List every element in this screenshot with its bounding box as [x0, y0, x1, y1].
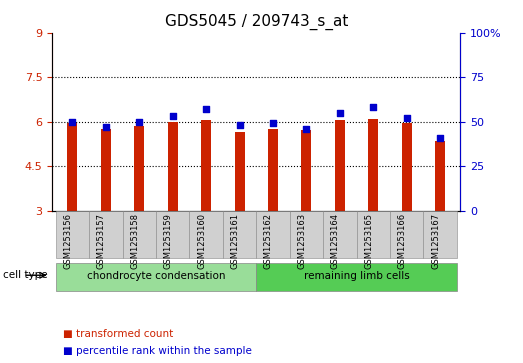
Text: GSM1253165: GSM1253165 — [365, 213, 373, 269]
Text: GSM1253159: GSM1253159 — [164, 213, 173, 269]
FancyBboxPatch shape — [55, 211, 89, 258]
Text: GSM1253164: GSM1253164 — [331, 213, 340, 269]
Point — [302, 126, 311, 132]
FancyBboxPatch shape — [189, 211, 223, 258]
Text: GSM1253156: GSM1253156 — [63, 213, 72, 269]
FancyBboxPatch shape — [156, 211, 189, 258]
Text: cell type: cell type — [3, 270, 47, 280]
Text: remaining limb cells: remaining limb cells — [304, 271, 410, 281]
Bar — [435, 141, 445, 211]
Text: GSM1253161: GSM1253161 — [231, 213, 240, 269]
Text: ■ percentile rank within the sample: ■ percentile rank within the sample — [63, 346, 252, 356]
FancyBboxPatch shape — [223, 211, 256, 258]
Text: GSM1253157: GSM1253157 — [97, 213, 106, 269]
Point — [436, 135, 445, 140]
Bar — [134, 126, 144, 211]
Point — [269, 121, 277, 126]
Point — [101, 124, 110, 130]
FancyBboxPatch shape — [323, 211, 357, 258]
Bar — [168, 122, 178, 211]
Point — [68, 119, 76, 125]
Bar — [268, 129, 278, 211]
Text: ■ transformed count: ■ transformed count — [63, 329, 173, 339]
Bar — [402, 123, 412, 211]
Text: GSM1253167: GSM1253167 — [431, 213, 440, 269]
FancyBboxPatch shape — [89, 211, 122, 258]
Point — [202, 106, 210, 112]
Text: GSM1253163: GSM1253163 — [298, 213, 306, 269]
Bar — [301, 130, 311, 211]
Bar — [335, 120, 345, 211]
Text: GSM1253166: GSM1253166 — [397, 213, 407, 269]
Bar — [368, 119, 378, 211]
Bar — [201, 120, 211, 211]
Point — [336, 110, 344, 115]
Point — [369, 105, 378, 110]
Text: GSM1253158: GSM1253158 — [130, 213, 139, 269]
FancyBboxPatch shape — [390, 211, 424, 258]
FancyBboxPatch shape — [357, 211, 390, 258]
Bar — [234, 132, 245, 211]
FancyBboxPatch shape — [424, 211, 457, 258]
Point — [168, 113, 177, 119]
Point — [403, 115, 411, 121]
Text: GSM1253160: GSM1253160 — [197, 213, 206, 269]
FancyBboxPatch shape — [256, 211, 290, 258]
Bar — [101, 129, 111, 211]
Text: chondrocyte condensation: chondrocyte condensation — [87, 271, 225, 281]
FancyBboxPatch shape — [256, 263, 457, 291]
Bar — [67, 123, 77, 211]
Text: GSM1253162: GSM1253162 — [264, 213, 273, 269]
Point — [235, 122, 244, 128]
FancyBboxPatch shape — [55, 263, 256, 291]
FancyBboxPatch shape — [290, 211, 323, 258]
Point — [135, 119, 143, 125]
Title: GDS5045 / 209743_s_at: GDS5045 / 209743_s_at — [165, 14, 348, 30]
FancyBboxPatch shape — [122, 211, 156, 258]
